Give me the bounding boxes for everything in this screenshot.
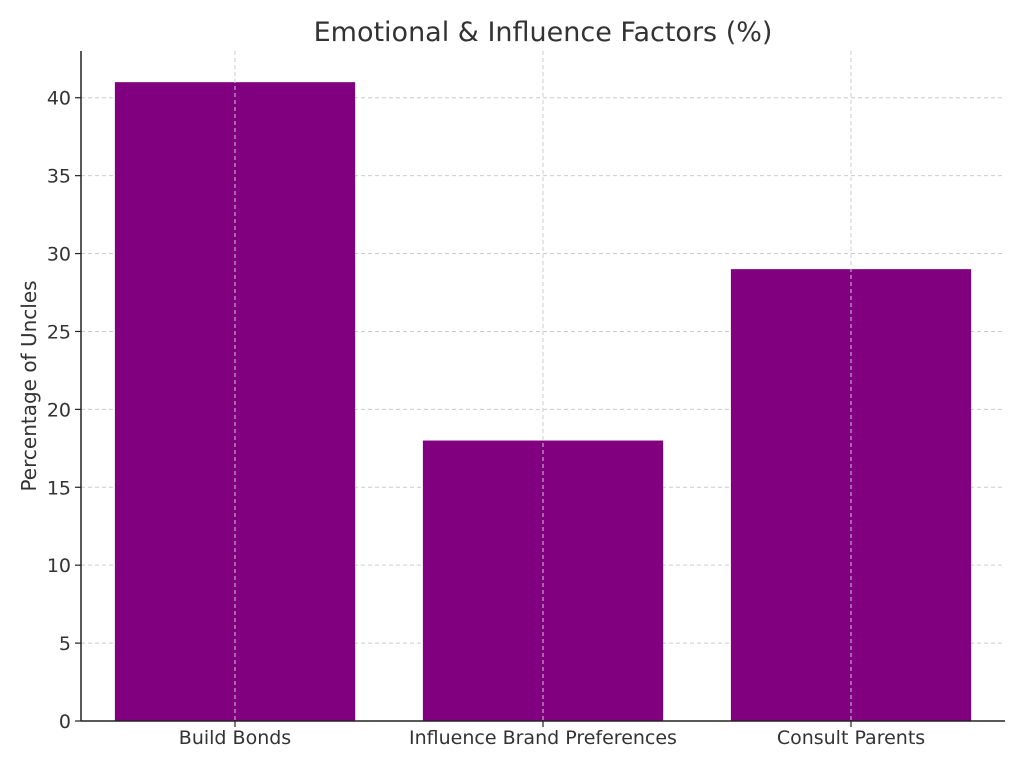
y-tick-label: 15	[47, 477, 71, 499]
x-tick-labels: Build Bonds Influence Brand Preferences Co…	[179, 727, 925, 749]
bar-influence-brand-preferences	[422, 440, 664, 721]
chart-title: Emotional & Influence Factors (%)	[314, 17, 773, 48]
x-tick-label: Influence Brand Preferences	[409, 727, 677, 749]
axes	[75, 51, 1005, 727]
x-tick-label: Build Bonds	[179, 727, 291, 749]
y-tick-label: 35	[47, 166, 71, 188]
y-tick-label: 30	[47, 244, 71, 266]
y-tick-label: 20	[47, 399, 71, 421]
y-tick-label: 10	[47, 555, 71, 577]
y-tick-label: 5	[59, 633, 71, 655]
y-tick-label: 25	[47, 321, 71, 343]
x-tick-label: Consult Parents	[777, 727, 925, 749]
y-tick-label: 0	[59, 711, 71, 733]
y-tick-label: 40	[47, 88, 71, 110]
y-axis-label: Percentage of Uncles	[17, 280, 41, 491]
y-tick-labels: 0 5 10 15 20 25 30 35 40	[47, 88, 71, 733]
